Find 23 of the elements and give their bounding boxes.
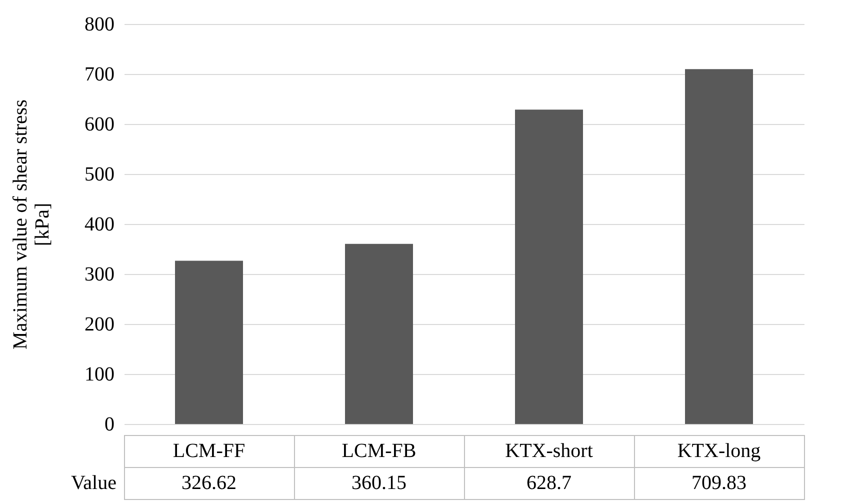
- data-label: 360.15: [352, 472, 406, 494]
- bar: [515, 110, 583, 424]
- y-tick-label: 700: [84, 64, 114, 86]
- data-label: 628.7: [526, 472, 572, 494]
- data-label: 326.62: [182, 472, 236, 494]
- text: Value: [70, 472, 117, 494]
- x-tick-label: LCM-FB: [342, 440, 416, 462]
- y-tick-label: 0: [104, 414, 114, 436]
- bar: [345, 244, 413, 424]
- x-tick-label: KTX-short: [505, 440, 594, 462]
- bar: [175, 260, 243, 424]
- y-axis-title: Maximum value of shear stress [kPa]: [10, 99, 54, 350]
- data-label: 709.83: [692, 472, 746, 494]
- bar: [685, 69, 753, 424]
- y-tick-label: 300: [84, 264, 114, 286]
- y-tick-label: 400: [84, 214, 114, 236]
- y-tick-label: 500: [84, 164, 114, 186]
- x-tick-label: KTX-long: [677, 440, 761, 462]
- y-tick-label: 200: [84, 314, 114, 336]
- x-tick-label: LCM-FF: [172, 440, 246, 462]
- y-tick-label: 600: [84, 114, 114, 136]
- y-tick-label: 100: [84, 364, 114, 386]
- y-tick-label: 800: [84, 14, 114, 36]
